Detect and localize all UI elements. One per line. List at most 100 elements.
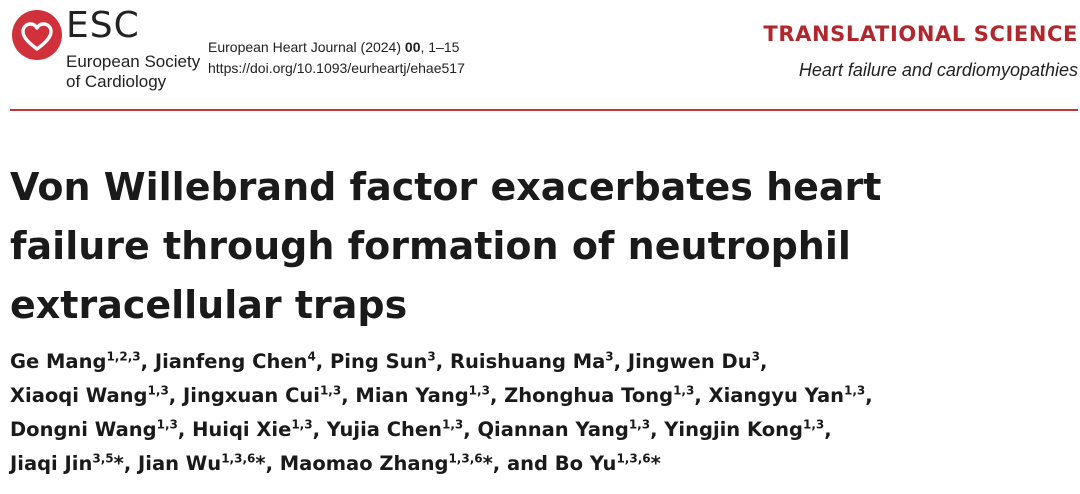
author-name[interactable]: Ruishuang Ma3 xyxy=(450,350,614,373)
author-affiliation: 3 xyxy=(427,349,436,364)
author-separator: , xyxy=(168,384,183,407)
author-separator: *, and xyxy=(482,452,555,475)
author-name[interactable]: Zhonghua Tong1,3 xyxy=(504,384,694,407)
author-name-text: Zhonghua Tong xyxy=(504,384,674,407)
header-divider xyxy=(10,109,1078,111)
author-name[interactable]: Qiannan Yang1,3 xyxy=(477,418,650,441)
society-name: European Society of Cardiology xyxy=(66,52,216,92)
author-separator: *, xyxy=(255,452,280,475)
section-label: TRANSLATIONAL SCIENCE xyxy=(763,22,1078,46)
author-separator: , xyxy=(341,384,356,407)
author-separator: *, xyxy=(113,452,139,475)
author-affiliation: 1,3 xyxy=(156,417,178,432)
author-affiliation: 1,3 xyxy=(291,417,313,432)
esc-heart-logo-icon xyxy=(12,10,62,60)
author-affiliation: 1,3 xyxy=(673,383,695,398)
author-name[interactable]: Bo Yu1,3,6 xyxy=(555,452,651,475)
author-name-text: Qiannan Yang xyxy=(477,418,629,441)
author-name[interactable]: Ping Sun3 xyxy=(330,350,436,373)
journal-citation-line: European Heart Journal (2024) 00, 1–15 xyxy=(208,37,465,58)
author-name[interactable]: Dongni Wang1,3 xyxy=(10,418,178,441)
journal-citation: European Heart Journal (2024) 00, 1–15 h… xyxy=(208,37,465,79)
author-name[interactable]: Jianfeng Chen4 xyxy=(155,350,316,373)
author-name-text: Mian Yang xyxy=(355,384,469,407)
journal-volume: 00 xyxy=(404,39,421,55)
journal-pages: , 1–15 xyxy=(420,39,460,55)
author-name-text: Jingwen Du xyxy=(627,350,752,373)
author-affiliation: 1,3 xyxy=(803,417,825,432)
author-name-text: Jingxuan Cui xyxy=(183,384,320,407)
author-name[interactable]: Jian Wu1,3,6 xyxy=(138,452,255,475)
author-name-text: Huiqi Xie xyxy=(192,418,292,441)
author-name-text: Ruishuang Ma xyxy=(449,350,606,373)
author-affiliation: 1,3 xyxy=(844,383,866,398)
author-separator: , xyxy=(463,418,478,441)
author-affiliation: 1,3 xyxy=(319,383,342,398)
author-name[interactable]: Jingwen Du3 xyxy=(628,350,760,373)
author-name[interactable]: Jiaqi Jin3,5 xyxy=(10,452,114,475)
author-affiliation: 1,3 xyxy=(147,383,169,398)
subsection-label: Heart failure and cardiomyopathies xyxy=(798,60,1078,80)
society-line-1: European Society xyxy=(66,52,201,71)
author-separator: , xyxy=(489,384,505,407)
title-line-1: Von Willebrand factor exacerbates heart xyxy=(10,165,882,209)
author-affiliation: 1,3,6 xyxy=(616,451,651,466)
author-name-text: Jiaqi Jin xyxy=(10,452,93,475)
author-line: Xiaoqi Wang1,3, Jingxuan Cui1,3, Mian Ya… xyxy=(10,379,1075,413)
journal-name: European Heart Journal (2024) xyxy=(208,39,402,55)
author-separator: , xyxy=(824,418,832,441)
author-line: Jiaqi Jin3,5*, Jian Wu1,3,6*, Maomao Zha… xyxy=(10,447,1075,481)
author-name[interactable]: Yingjin Kong1,3 xyxy=(664,418,824,441)
society-line-2: of Cardiology xyxy=(66,72,167,91)
author-name-text: Dongni Wang xyxy=(10,418,157,441)
author-line: Dongni Wang1,3, Huiqi Xie1,3, Yujia Chen… xyxy=(10,413,1075,447)
author-separator: , xyxy=(315,350,330,373)
author-separator: , xyxy=(140,350,155,373)
author-name[interactable]: Xiaoqi Wang1,3 xyxy=(10,384,169,407)
author-affiliation: 1,3,6 xyxy=(221,451,256,466)
author-name-text: Yingjin Kong xyxy=(664,418,803,441)
author-affiliation: 3 xyxy=(605,349,614,364)
author-affiliation: 1,3 xyxy=(628,417,651,432)
author-name-text: Ge Mang xyxy=(10,350,107,373)
author-name-text: Maomao Zhang xyxy=(279,452,449,475)
author-name[interactable]: Ge Mang1,2,3 xyxy=(10,350,141,373)
journal-header: ESC European Society of Cardiology Europ… xyxy=(0,0,1080,111)
author-separator: , xyxy=(694,384,709,407)
article-title: Von Willebrand factor exacerbates heart … xyxy=(10,158,1010,335)
author-name[interactable]: Yujia Chen1,3 xyxy=(327,418,463,441)
author-name[interactable]: Maomao Zhang1,3,6 xyxy=(280,452,483,475)
author-list: Ge Mang1,2,3, Jianfeng Chen4, Ping Sun3,… xyxy=(10,345,1075,481)
title-line-3: extracellular traps xyxy=(10,283,408,327)
author-affiliation: 4 xyxy=(307,349,316,364)
author-name-text: Ping Sun xyxy=(330,350,428,373)
doi-link[interactable]: https://doi.org/10.1093/eurheartj/ehae51… xyxy=(208,60,465,76)
author-line: Ge Mang1,2,3, Jianfeng Chen4, Ping Sun3,… xyxy=(10,345,1075,379)
author-name[interactable]: Mian Yang1,3 xyxy=(355,384,490,407)
author-name[interactable]: Huiqi Xie1,3 xyxy=(192,418,313,441)
author-affiliation: 1,2,3 xyxy=(106,349,141,364)
author-name-text: Bo Yu xyxy=(554,452,617,475)
author-affiliation: 1,3 xyxy=(468,383,490,398)
author-separator: , xyxy=(865,384,873,407)
author-name-text: Yujia Chen xyxy=(326,418,442,441)
author-separator: , xyxy=(650,418,665,441)
author-affiliation: 1,3 xyxy=(442,417,464,432)
title-line-2: failure through formation of neutrophil xyxy=(10,224,851,268)
author-name[interactable]: Xiangyu Yan1,3 xyxy=(709,384,866,407)
author-name-text: Xiaoqi Wang xyxy=(10,384,148,407)
esc-wordmark: ESC xyxy=(66,5,140,46)
author-separator: * xyxy=(650,452,661,475)
author-affiliation: 3 xyxy=(751,349,760,364)
author-name-text: Xiangyu Yan xyxy=(708,384,845,407)
author-separator: , xyxy=(312,418,327,441)
author-separator: , xyxy=(759,350,768,373)
author-affiliation: 1,3,6 xyxy=(448,451,483,466)
author-name-text: Jianfeng Chen xyxy=(154,350,308,373)
author-name-text: Jian Wu xyxy=(138,452,222,475)
author-separator: , xyxy=(435,350,450,373)
author-affiliation: 3,5 xyxy=(92,451,114,466)
author-separator: , xyxy=(177,418,193,441)
author-name[interactable]: Jingxuan Cui1,3 xyxy=(183,384,341,407)
author-separator: , xyxy=(613,350,628,373)
